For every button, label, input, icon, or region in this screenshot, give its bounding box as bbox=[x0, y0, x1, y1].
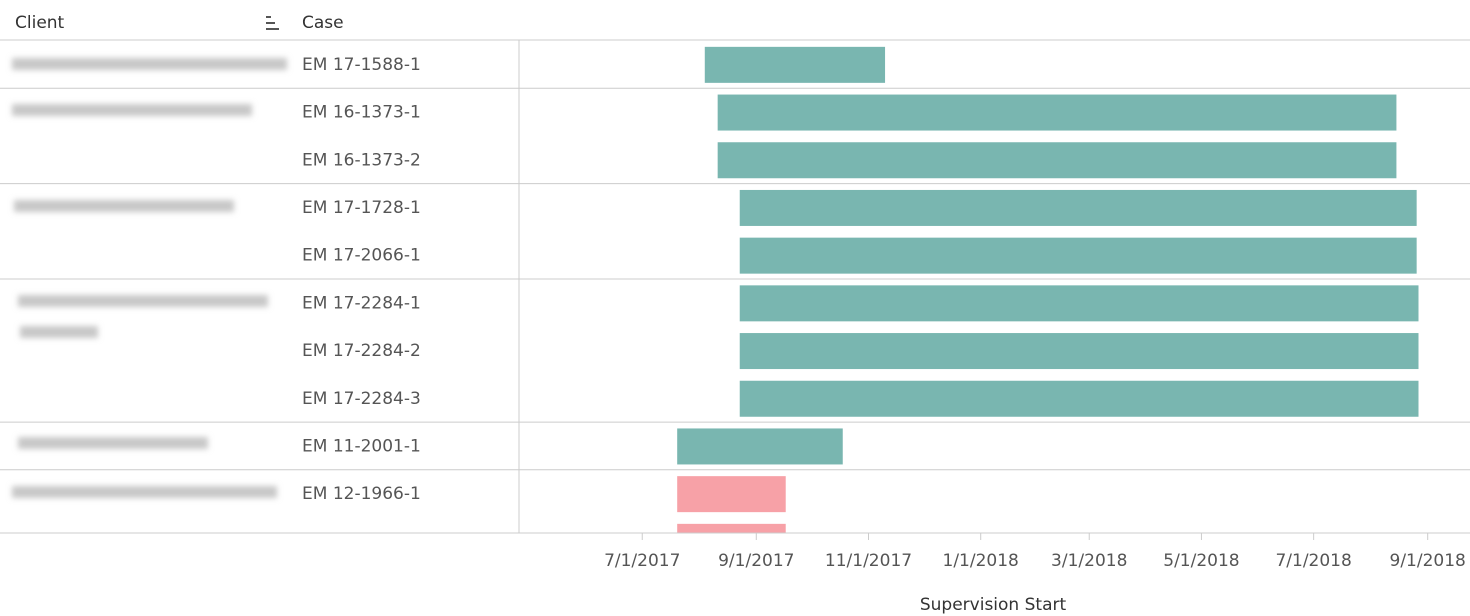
gantt-bar bbox=[677, 523, 786, 533]
x-axis-title: Supervision Start bbox=[920, 595, 1067, 615]
case-label: EM 11-2001-1 bbox=[302, 436, 421, 456]
case-label: EM 12-1966-1 bbox=[302, 484, 421, 504]
x-tick-label: 9/1/2017 bbox=[718, 551, 794, 571]
gantt-bar bbox=[739, 380, 1419, 417]
case-label: EM 17-2284-3 bbox=[302, 389, 421, 409]
case-label: EM 16-1373-2 bbox=[302, 150, 421, 170]
case-label: EM 12-1966-2 bbox=[302, 532, 421, 552]
gantt-bar bbox=[739, 189, 1417, 226]
x-tick-label: 3/1/2018 bbox=[1051, 551, 1127, 571]
gantt-bar bbox=[704, 46, 886, 83]
sort-icon[interactable] bbox=[266, 16, 279, 30]
x-tick-label: 11/1/2017 bbox=[825, 551, 912, 571]
gantt-bar bbox=[739, 285, 1419, 322]
case-label: EM 16-1373-1 bbox=[302, 103, 421, 123]
case-label: EM 17-2284-1 bbox=[302, 293, 421, 313]
gantt-bar bbox=[739, 333, 1419, 370]
case-label: EM 17-1728-1 bbox=[302, 198, 421, 218]
gantt-bar bbox=[739, 237, 1417, 274]
rows: EM 17-1588-1 EM 16-1373-1 EM 16-1373-2 EM 1… bbox=[0, 46, 1470, 552]
gantt-bar bbox=[677, 476, 786, 513]
gantt-bar bbox=[677, 428, 843, 465]
blurred-client-names bbox=[12, 58, 287, 498]
gantt-bar bbox=[717, 94, 1397, 131]
x-tick-label: 7/1/2018 bbox=[1275, 551, 1351, 571]
x-tick-label: 7/1/2017 bbox=[604, 551, 680, 571]
client-header: Client bbox=[15, 13, 65, 33]
x-tick-label: 1/1/2018 bbox=[943, 551, 1019, 571]
case-label: EM 17-2284-2 bbox=[302, 341, 421, 361]
x-tick-label: 5/1/2018 bbox=[1163, 551, 1239, 571]
case-header: Case bbox=[302, 13, 344, 33]
case-label: EM 17-2066-1 bbox=[302, 246, 421, 266]
case-label: EM 17-1588-1 bbox=[302, 55, 421, 75]
gantt-bar bbox=[717, 142, 1397, 179]
x-tick-label: 9/1/2018 bbox=[1390, 551, 1466, 571]
